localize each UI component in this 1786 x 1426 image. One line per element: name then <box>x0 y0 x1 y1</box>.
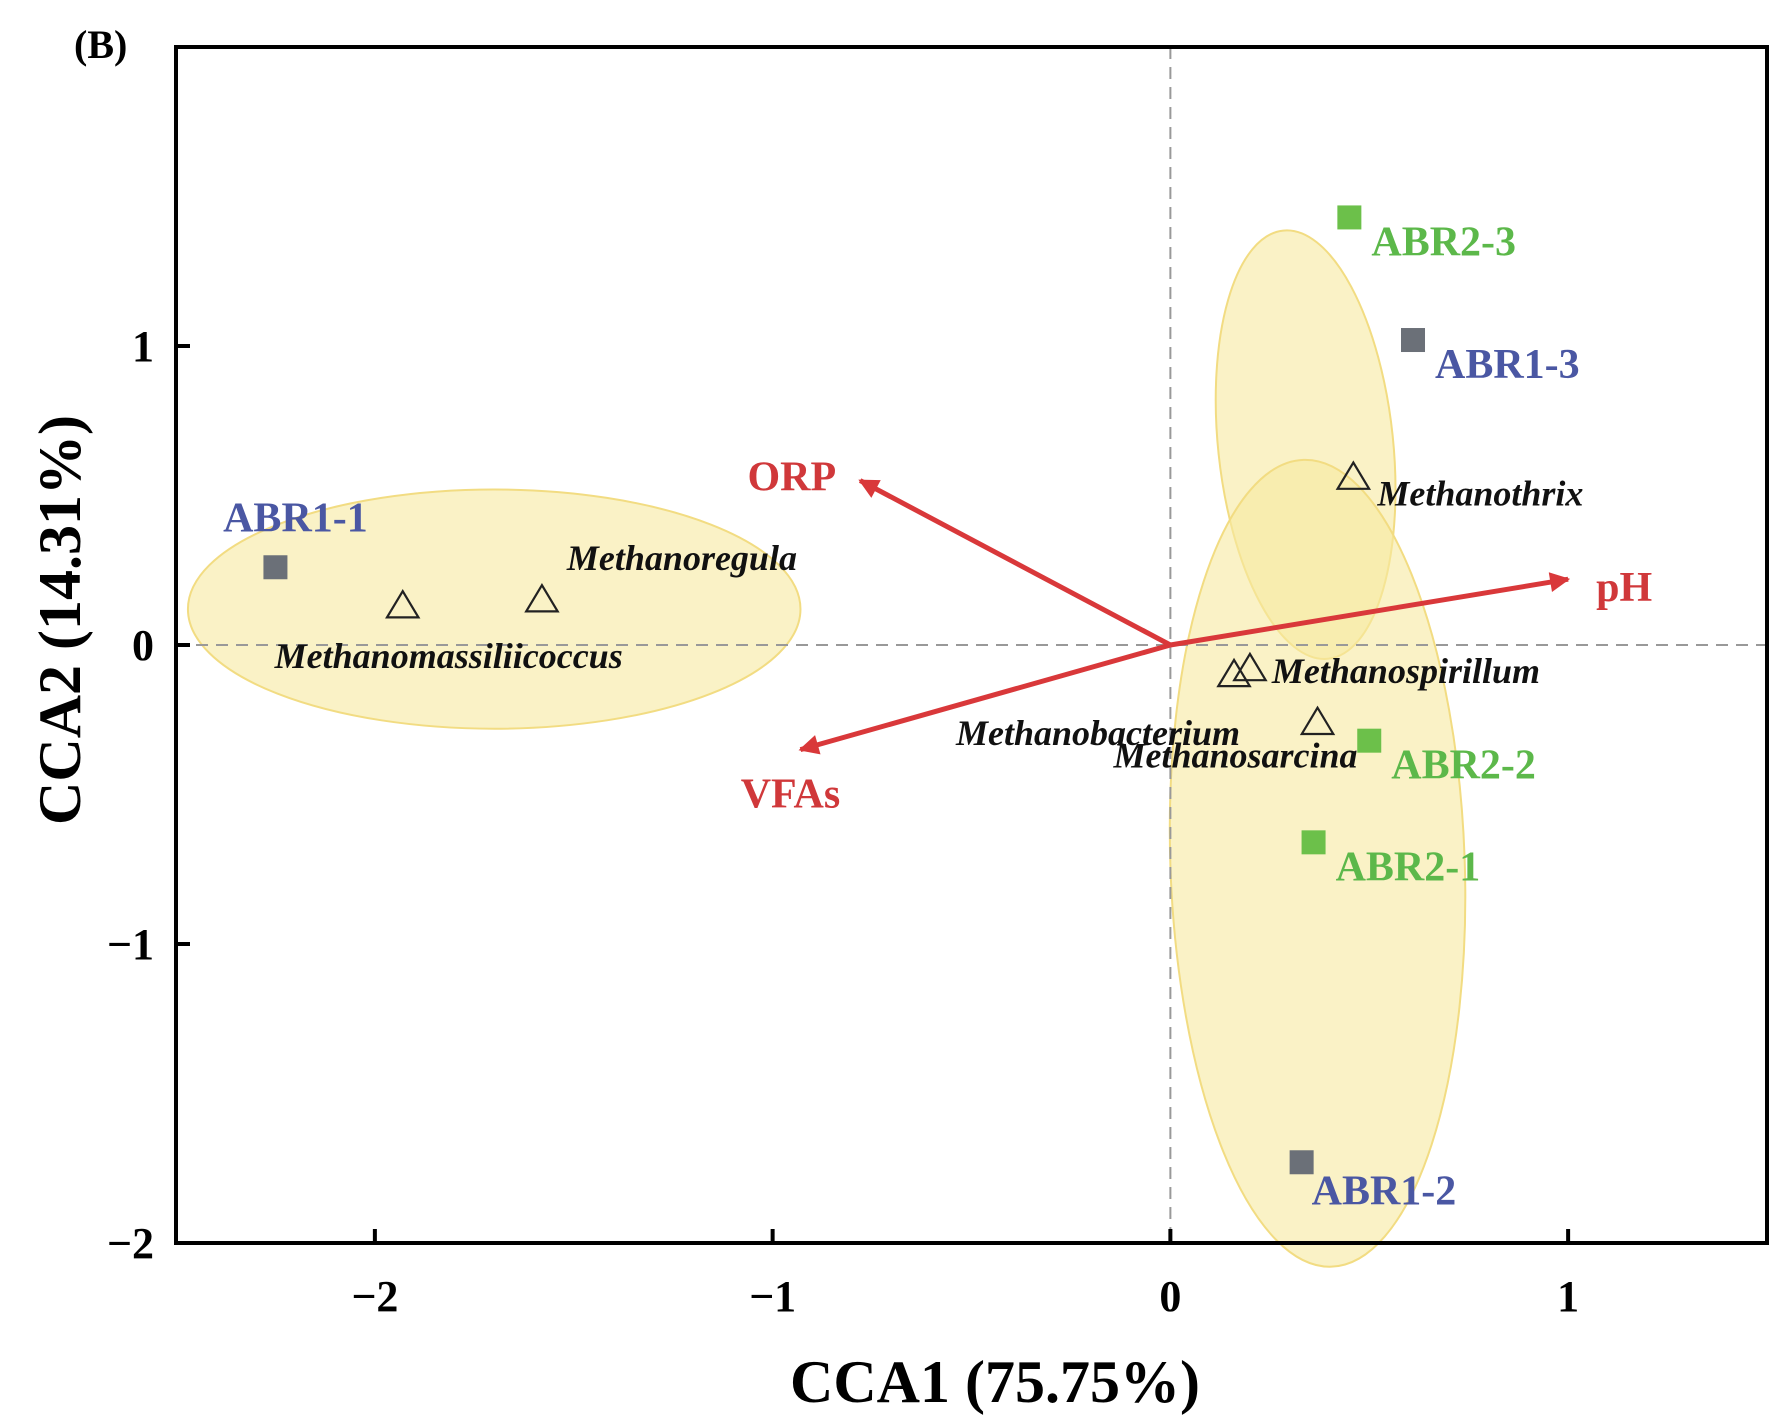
x-tick-label: −1 <box>749 1272 796 1321</box>
reference-lines <box>176 47 1767 1243</box>
vector-label-vfas: VFAs <box>741 772 841 818</box>
ellipse-abr1-1-cluster <box>186 488 802 730</box>
species-label-methanoregula: Methanoregula <box>566 538 797 578</box>
species-marker-methanosarcina <box>1299 705 1336 736</box>
species-marker-methanoregula <box>524 583 560 613</box>
sample-label-abr1-2: ABR1-2 <box>1312 1168 1457 1214</box>
sample-marker-abr1-3 <box>1401 328 1426 353</box>
species-label-methanosarcina: Methanosarcina <box>1112 736 1357 776</box>
species-marker-methanospirillum <box>1232 651 1268 682</box>
species-label-methanomassiliicoccus: Methanomassiliicoccus <box>274 636 623 676</box>
species-marker-methanobacterium <box>1216 657 1252 688</box>
x-tick-label: 1 <box>1557 1272 1579 1321</box>
vector-label-orp: ORP <box>747 455 836 501</box>
axis-ticks: −2 −1 0 1 −2 −1 0 1 <box>107 322 1579 1321</box>
x-tick-label: 0 <box>1159 1272 1181 1321</box>
species-label-methanothrix: Methanothrix <box>1376 474 1583 514</box>
sample-points: ABR1-1 ABR1-2 ABR1-3 ABR2-1 ABR2-2 ABR2-3 <box>223 205 1580 1214</box>
sample-marker-abr1-1 <box>263 555 288 580</box>
species-label-methanobacterium: Methanobacterium <box>955 713 1240 753</box>
y-tick-label: −2 <box>107 1219 154 1268</box>
sample-label-abr2-3: ABR2-3 <box>1371 219 1516 265</box>
y-tick-label: 1 <box>132 322 154 371</box>
species-label-methanospirillum: Methanospirillum <box>1271 651 1540 691</box>
sample-marker-abr2-1 <box>1301 830 1326 855</box>
species-points: Methanomassiliicoccus Methanoregula Methan… <box>274 460 1583 776</box>
species-marker-methanothrix <box>1335 460 1372 490</box>
y-axis-title: CCA2 (14.31%) <box>27 415 93 825</box>
sample-marker-abr2-3 <box>1337 205 1362 230</box>
y-tick-label: 0 <box>132 621 154 670</box>
vector-ph <box>1169 572 1571 648</box>
sample-marker-abr1-2 <box>1289 1150 1314 1175</box>
sample-label-abr1-1: ABR1-1 <box>223 495 368 541</box>
x-axis-title: CCA1 (75.75%) <box>790 1349 1200 1415</box>
vector-vfas <box>798 642 1172 755</box>
sample-marker-abr2-2 <box>1357 728 1382 753</box>
sample-label-abr2-2: ABR2-2 <box>1391 743 1536 789</box>
x-tick-label: −2 <box>351 1272 398 1321</box>
y-tick-label: −1 <box>107 920 154 969</box>
sample-label-abr2-1: ABR2-1 <box>1336 844 1481 890</box>
species-marker-methanomassiliicoccus <box>385 588 421 619</box>
vector-label-ph: pH <box>1596 565 1652 611</box>
vector-orp <box>858 478 1172 648</box>
environmental-vectors: ORP pH VFAs <box>741 455 1652 818</box>
group-ellipses <box>186 229 1467 1268</box>
panel-label: (B) <box>74 22 127 67</box>
sample-label-abr1-3: ABR1-3 <box>1435 342 1580 388</box>
